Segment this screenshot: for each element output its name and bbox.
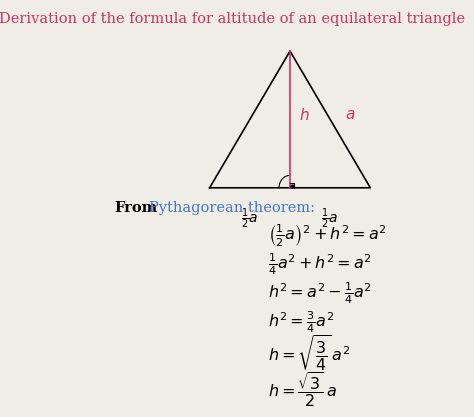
Text: From: From [115,201,158,216]
Text: $h^2 = \frac{3}{4}a^2$: $h^2 = \frac{3}{4}a^2$ [268,309,334,335]
Text: $\frac{1}{2}a$: $\frac{1}{2}a$ [321,206,339,231]
Text: Pythagorean theorem:: Pythagorean theorem: [149,201,315,216]
Text: $\left(\frac{1}{2}a\right)^2 + h^2 = a^2$: $\left(\frac{1}{2}a\right)^2 + h^2 = a^2… [268,222,387,249]
Text: Derivation of the formula for altitude of an equilateral triangle: Derivation of the formula for altitude o… [0,12,465,26]
Text: $h^2 = a^2 - \frac{1}{4}a^2$: $h^2 = a^2 - \frac{1}{4}a^2$ [268,281,372,306]
Text: $\frac{1}{4}a^2 + h^2 = a^2$: $\frac{1}{4}a^2 + h^2 = a^2$ [268,251,372,277]
Text: $a$: $a$ [345,108,355,122]
Text: $h = \sqrt{\dfrac{3}{4}}\,a^2$: $h = \sqrt{\dfrac{3}{4}}\,a^2$ [268,334,350,374]
Text: $h$: $h$ [299,107,310,123]
Text: $h = \dfrac{\sqrt{3}}{2}\,a$: $h = \dfrac{\sqrt{3}}{2}\,a$ [268,370,337,409]
Text: $\frac{1}{2}a$: $\frac{1}{2}a$ [241,206,259,231]
